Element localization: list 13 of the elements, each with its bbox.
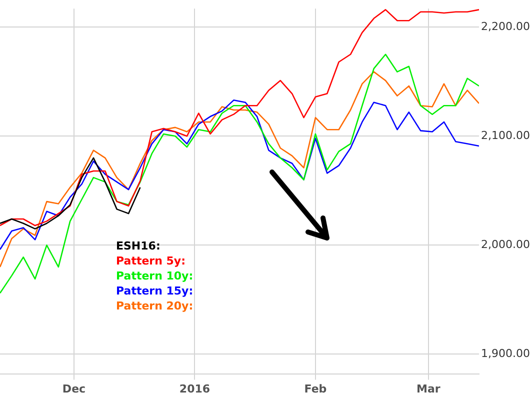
y-tick-label: 2,200.00 — [481, 20, 530, 33]
y-tick-label: 1,900.00 — [481, 347, 530, 360]
text: Pattern 20y: — [116, 299, 194, 312]
y-tick-label: 2,100.00 — [481, 129, 530, 142]
x-tick-label: Feb — [304, 382, 327, 396]
text: Pattern 10y: — [116, 269, 194, 282]
x-tick-label: 2016 — [179, 382, 210, 396]
y-tick-label: 2,000.00 — [481, 238, 530, 252]
text: ESH16: — [116, 239, 160, 252]
x-tick-label: Dec — [62, 382, 86, 396]
text: Pattern 15y: — [116, 284, 194, 298]
x-tick-label: Mar — [416, 382, 441, 396]
text: Pattern 5y: — [116, 254, 186, 268]
